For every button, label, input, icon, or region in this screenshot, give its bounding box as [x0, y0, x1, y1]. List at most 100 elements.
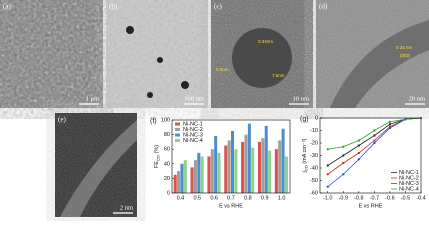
- point: [388, 120, 391, 123]
- scale-label: 20 nm: [409, 95, 425, 102]
- bar: [284, 156, 288, 193]
- legend-swatch: [175, 133, 180, 137]
- point: [373, 129, 376, 132]
- bar: [274, 149, 278, 193]
- legend-label: Ni-NC-4: [399, 186, 419, 192]
- bar: [214, 136, 218, 193]
- y-tick-label: -30: [310, 153, 318, 159]
- bar: [224, 145, 228, 193]
- point: [326, 164, 329, 167]
- x-tick-label: -0.7: [370, 195, 379, 201]
- panel-label: (g): [300, 116, 309, 123]
- x-tick-label: 0.5: [193, 195, 201, 201]
- bar: [227, 140, 231, 193]
- scale-label: 10 nm: [293, 95, 309, 102]
- bar: [247, 123, 251, 193]
- y-label-main: FE: [154, 161, 160, 168]
- bar: [281, 128, 285, 193]
- bright-band: [60, 120, 137, 217]
- y-axis-label: FECO (%): [154, 145, 160, 168]
- figure: (a) 1 μm (b) 100 nm (c) 10 nm 0.34nm 5.0nm 7.5nm…: [0, 0, 429, 217]
- point: [388, 123, 391, 126]
- bar: [217, 152, 221, 193]
- legend-swatch: [175, 139, 180, 142]
- x-tick-label: 0.4: [177, 195, 185, 201]
- x-tick-label: -0.5: [401, 195, 410, 201]
- bar: [261, 138, 265, 193]
- legend-label: Ni-NC-1: [183, 121, 203, 127]
- legend-swatch: [175, 128, 180, 131]
- bar: [207, 156, 211, 193]
- y-label-main: j: [302, 171, 308, 173]
- y-tick-label: 60: [164, 147, 170, 153]
- y-axis-label: jCO (mA cm⁻²): [302, 138, 308, 173]
- bar: [173, 174, 177, 193]
- bar: [200, 156, 204, 193]
- bar: [197, 152, 201, 193]
- particle: [157, 57, 163, 63]
- tem-texture: [106, 0, 208, 108]
- bar: [264, 125, 268, 193]
- x-tick-label: 0.8: [244, 195, 252, 201]
- panel-label: (a): [3, 3, 11, 11]
- y-tick-label: 100: [161, 117, 170, 123]
- plot-frame: [171, 119, 291, 194]
- bar: [278, 140, 282, 193]
- point: [404, 118, 407, 121]
- bar: [180, 163, 184, 193]
- point: [357, 158, 360, 161]
- bar: [257, 141, 262, 193]
- point: [357, 152, 360, 154]
- y-label-unit: (mA cm⁻²): [302, 138, 308, 165]
- point: [373, 134, 376, 137]
- point: [342, 173, 345, 176]
- y-tick-label: 20: [164, 176, 170, 182]
- y-tick-label: -50: [310, 178, 318, 184]
- point: [388, 125, 391, 128]
- legend-label: Ni-NC-2: [183, 127, 203, 133]
- tube: [330, 20, 429, 108]
- point: [326, 173, 329, 176]
- bar: [241, 141, 245, 193]
- scale-label: 2 nm: [120, 204, 133, 211]
- x-tick-label: 1.0: [278, 195, 286, 201]
- point: [388, 127, 391, 129]
- y-tick-label: -40: [310, 165, 318, 171]
- bar: [234, 149, 238, 193]
- legend-label: Ni-NC-1: [399, 170, 419, 176]
- panel-label: (b): [109, 3, 118, 11]
- annotation: 7.5nm: [272, 73, 285, 78]
- bar: [190, 167, 194, 193]
- particle: [232, 28, 292, 88]
- y-tick-label: 40: [164, 161, 170, 167]
- x-tick-label: -1.0: [323, 195, 332, 201]
- line: [327, 117, 422, 150]
- bar: [193, 160, 197, 193]
- y-tick-label: -20: [310, 140, 318, 146]
- y-tick-label: 80: [164, 132, 170, 138]
- x-tick-label: -0.6: [385, 195, 394, 201]
- y-tick-label: 0: [315, 115, 318, 121]
- bar: [244, 134, 248, 193]
- annotation: 0.34nm: [258, 39, 273, 44]
- point: [342, 145, 345, 148]
- particle: [147, 92, 153, 98]
- bar: [183, 160, 187, 193]
- legend-label: Ni-NC-3: [183, 132, 203, 138]
- line: [327, 117, 422, 175]
- point: [373, 139, 376, 142]
- legend-label: Ni-NC-3: [399, 181, 419, 187]
- x-tick-label: 0.9: [261, 195, 269, 201]
- y-tick-label: -10: [310, 128, 318, 134]
- bar: [231, 130, 235, 193]
- x-tick-label: -0.9: [339, 195, 348, 201]
- y-label-unit: (%): [154, 145, 160, 155]
- point: [357, 139, 360, 142]
- x-tick-label: 0.7: [227, 195, 235, 201]
- scale-label: 1 μm: [86, 95, 99, 102]
- bar: [210, 149, 214, 193]
- bar: [268, 150, 272, 193]
- bar: [177, 171, 181, 193]
- x-tick-label: 0.6: [210, 195, 218, 201]
- images: [0, 0, 429, 217]
